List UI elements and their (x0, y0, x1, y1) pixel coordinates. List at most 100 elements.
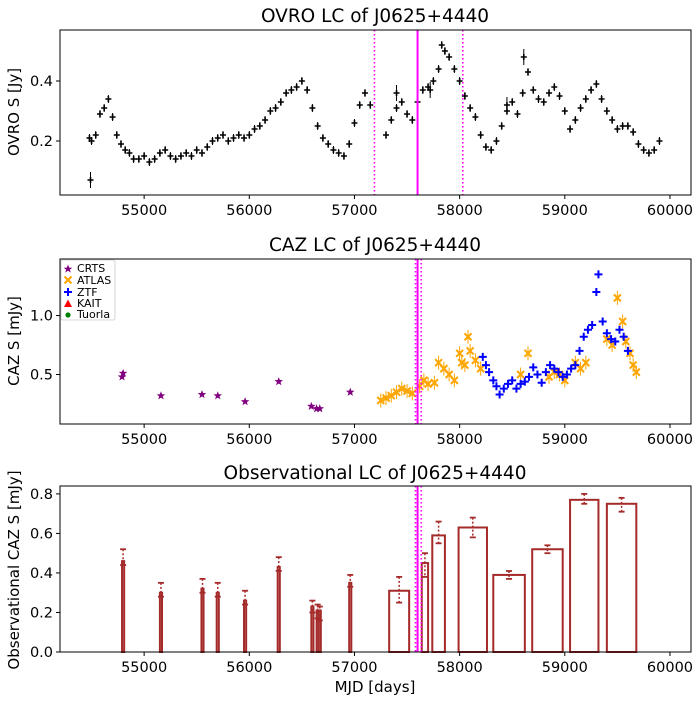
ovro-point (456, 78, 463, 84)
ovro-point (409, 117, 416, 123)
ovro-point (430, 78, 437, 84)
ovro-point (630, 129, 637, 135)
ovro-point (472, 114, 479, 120)
legend-atlas-label: ATLAS (77, 274, 111, 287)
obs-bar (569, 498, 600, 654)
ovro-xtick-label: 57000 (331, 203, 377, 219)
ovro-point (651, 147, 658, 153)
atlas-point (423, 379, 433, 389)
ovro-point (435, 66, 442, 72)
legend-kait: KAIT (64, 297, 102, 310)
panel-caz: CAZ LC of J0625+4440 CAZ S [mJy] 55000 56… (5, 235, 693, 448)
atlas-point (455, 349, 464, 358)
obs-title: Observational LC of J0625+4440 (224, 463, 527, 484)
ztf-point (499, 384, 508, 393)
ztf-point (623, 346, 632, 355)
obs-xtick-label: 58000 (437, 660, 483, 676)
atlas-point (632, 367, 641, 377)
ovro-point (619, 123, 626, 129)
obs-ytick-label: 0.6 (30, 526, 53, 542)
ovro-point (277, 99, 284, 105)
ovro-point (109, 114, 116, 120)
ovro-point (146, 159, 153, 165)
atlas-point (465, 346, 475, 356)
ovro-point (88, 138, 95, 144)
ovro-point (346, 141, 353, 147)
caz-ytick-label: 1.0 (30, 309, 53, 325)
ovro-outlier-point (520, 54, 527, 60)
ovro-point (225, 138, 232, 144)
ovro-point (645, 150, 652, 156)
crts-point (274, 377, 284, 386)
ovro-point (498, 123, 505, 129)
obs-bar (348, 581, 353, 653)
ovro-point (624, 123, 631, 129)
caz-xtick-label: 55000 (121, 432, 167, 448)
ztf-point (485, 368, 494, 377)
ztf-point (558, 372, 567, 381)
ovro-outlier-point (87, 177, 94, 183)
caz-ylabel: CAZ S [mJy] (5, 296, 23, 386)
obs-vlines (414, 486, 423, 652)
caz-data-marks (117, 270, 641, 413)
ztf-point (579, 332, 588, 341)
ovro-point (220, 132, 227, 138)
ovro-axes-frame (59, 29, 692, 196)
ovro-point (283, 90, 290, 96)
ovro-point (167, 153, 174, 159)
ztf-point (541, 368, 550, 377)
ovro-point (546, 90, 553, 96)
ovro-point (609, 117, 616, 123)
obs-bar (243, 599, 248, 653)
ovro-point (598, 96, 605, 102)
ztf-point (546, 361, 555, 370)
atlas-point (450, 376, 459, 385)
ovro-point (393, 105, 400, 111)
atlas-point (392, 387, 401, 397)
legend-ztf-label: ZTF (77, 286, 98, 299)
ovro-point (488, 147, 495, 153)
ovro-vlines (373, 30, 464, 195)
legend-crts-label: CRTS (77, 262, 105, 275)
ovro-point (156, 150, 163, 156)
ovro-outlier-point (503, 102, 510, 108)
ztf-point (492, 382, 501, 391)
obs-xtick-label: 55000 (121, 660, 167, 676)
atlas-point (581, 358, 591, 367)
ovro-point (493, 138, 500, 144)
obs-xtick-label: 59000 (542, 660, 588, 676)
ovro-point (314, 123, 321, 129)
obs-bar (388, 589, 411, 654)
caz-vlines (414, 259, 423, 424)
obs-ytick-label: 0.2 (30, 605, 53, 621)
ovro-xtick-label: 60000 (647, 203, 693, 219)
atlas-point (460, 360, 470, 370)
atlas-point (397, 384, 406, 393)
ovro-xtick-label: 58000 (437, 203, 483, 219)
ovro-xtick-label: 55000 (121, 203, 167, 219)
caz-xtick-label: 58000 (437, 432, 483, 448)
obs-bar (531, 548, 564, 653)
ovro-outlier-point (393, 90, 400, 96)
ztf-point (550, 364, 559, 373)
atlas-point (628, 360, 638, 370)
ztf-point (575, 346, 584, 355)
ztf-point (598, 317, 607, 326)
ovro-point (582, 96, 589, 102)
ovro-point (122, 147, 129, 153)
legend-crts: CRTS (63, 262, 105, 275)
obs-bar (276, 566, 281, 653)
ovro-title: OVRO LC of J0625+4440 (261, 6, 489, 27)
atlas-point (376, 396, 385, 405)
ovro-point (177, 153, 184, 159)
legend-kait-label: KAIT (77, 297, 102, 310)
ovro-point (325, 141, 332, 147)
ovro-point (188, 153, 195, 159)
ovro-point (288, 87, 295, 93)
atlas-point (523, 349, 533, 358)
ovro-point (567, 126, 574, 132)
ovro-point (656, 138, 663, 144)
ztf-point (525, 372, 534, 381)
crts-point (156, 391, 166, 400)
ztf-point (571, 361, 580, 370)
